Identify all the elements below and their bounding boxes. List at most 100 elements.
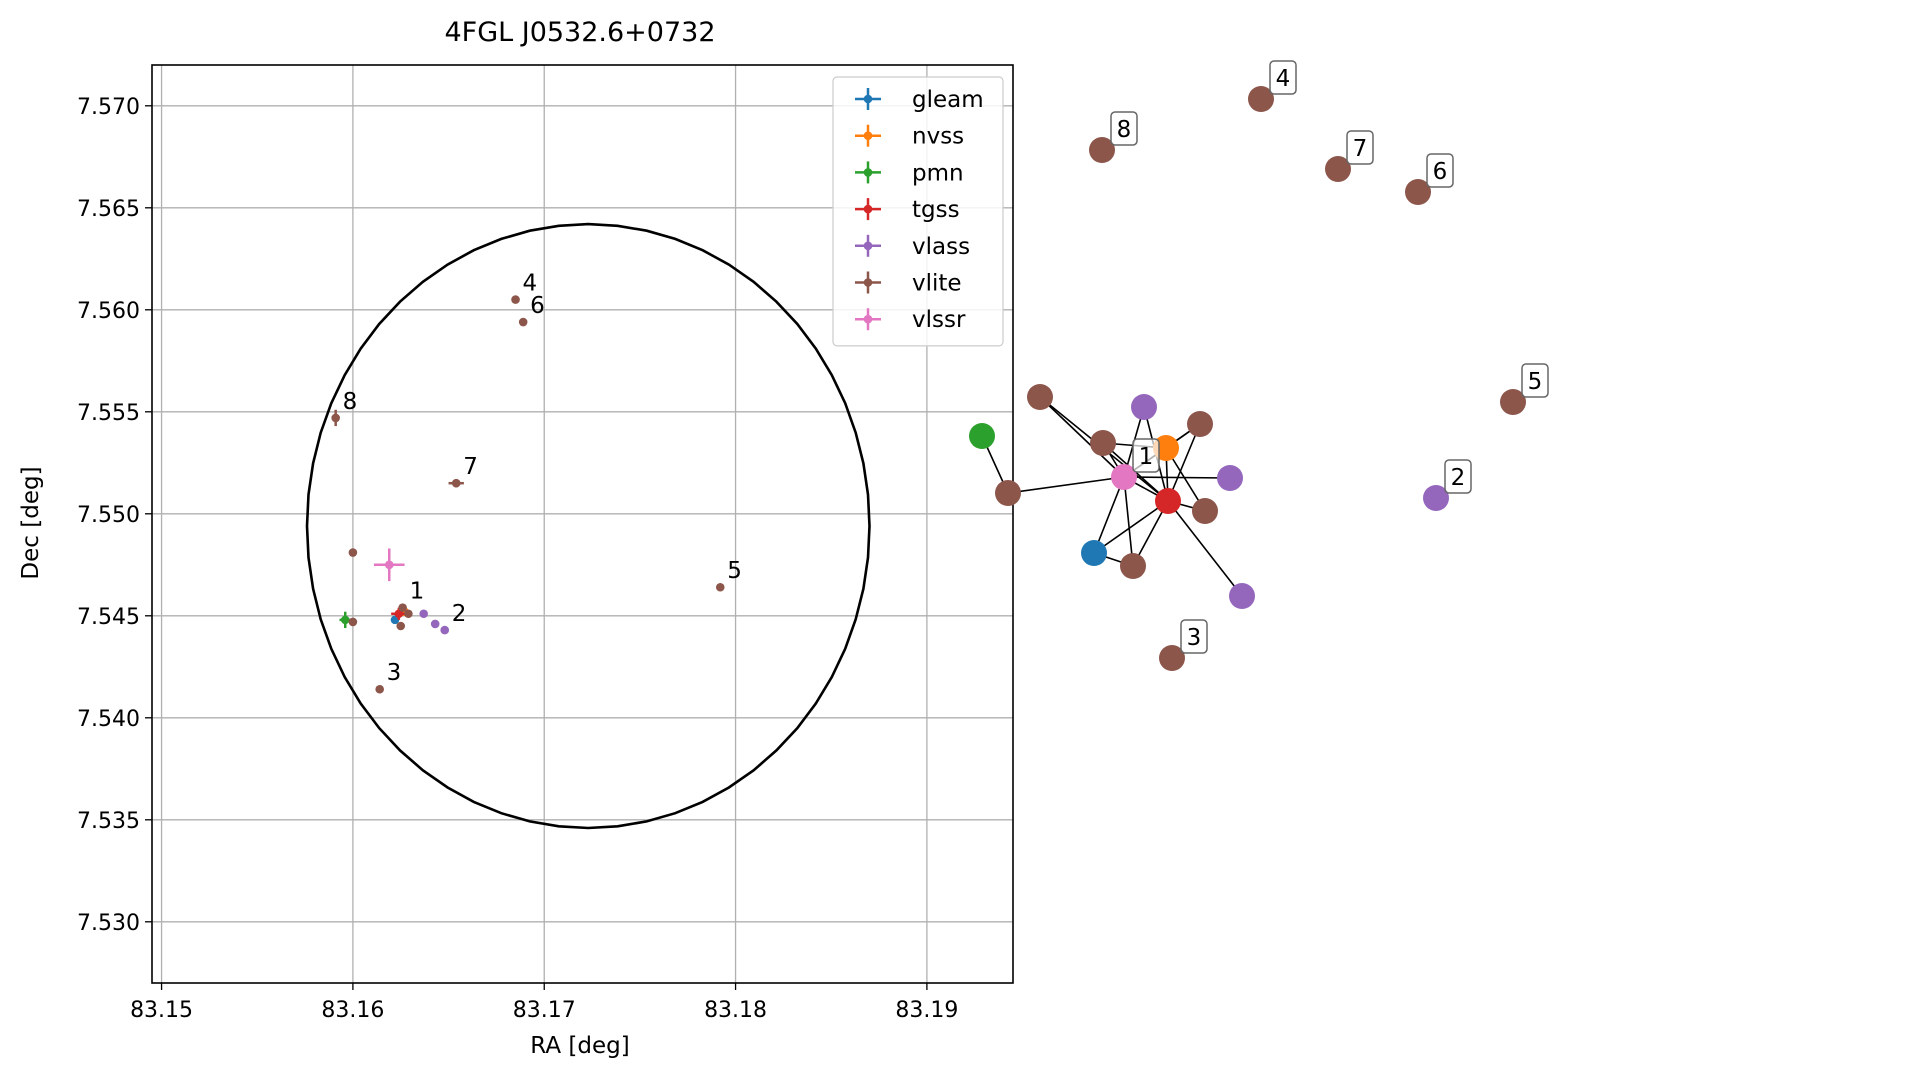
y-tick-label: 7.530: [77, 911, 140, 936]
y-tick-label: 7.545: [77, 605, 140, 630]
legend-marker: [863, 131, 873, 140]
vlite-point: [511, 295, 520, 304]
scatter-plot: 2 1 3 4 5 6 7 8 83.15 83.16 83.17 83.18 83.19 7.530 7…: [18, 17, 1014, 1059]
graph-node-vlass: [1229, 583, 1255, 609]
legend-marker: [863, 241, 873, 251]
vlssr-point: [384, 560, 394, 570]
x-tick-label: 83.19: [895, 998, 958, 1023]
legend-label-vlass: vlass: [912, 234, 970, 260]
graph-node-vlite: [1090, 430, 1116, 456]
node-label-box: [1110, 111, 1138, 146]
node-label: 6: [1433, 159, 1448, 185]
graph-node-vlass: [1131, 394, 1157, 420]
vlite-point: [404, 609, 413, 619]
legend-label-pmn: pmn: [912, 160, 964, 186]
y-tick-label: 7.570: [77, 95, 140, 120]
graph-edge: [1167, 423, 1201, 502]
graph-node-tgss: [1155, 488, 1181, 514]
legend-label-nvss: nvss: [912, 124, 964, 150]
vlass-point: [430, 619, 440, 629]
graph-node-vlite: [1089, 137, 1115, 163]
vlite-point: [715, 582, 725, 592]
vlite-point: [451, 478, 461, 488]
vlite-point: [518, 317, 528, 327]
node-label-box: [1444, 459, 1472, 494]
node-label-box: [1521, 363, 1549, 398]
point-label: 7: [463, 454, 478, 480]
graph-edge: [1007, 476, 1125, 494]
node-label-box: [1269, 60, 1297, 95]
graph-node-vlass: [1217, 465, 1243, 491]
legend-label-vlite: vlite: [912, 271, 962, 297]
axis-ticks: 83.15 83.16 83.17 83.18 83.19 7.530 7.535 7.540…: [77, 95, 958, 1023]
y-tick-label: 7.550: [77, 503, 140, 528]
legend: gleam nvss pmn tgss vlass vlite vlssr: [832, 76, 1004, 347]
vlite-point: [375, 684, 384, 694]
legend-marker: [863, 94, 873, 104]
vlite-point: [348, 617, 358, 627]
y-tick-label: 7.560: [77, 299, 140, 324]
network-graph: 1 2 3 4 5 6 7 8: [969, 60, 1549, 671]
graph-node-labels: 1 2 3 4 5 6 7 8: [1110, 60, 1549, 654]
point-label: 3: [387, 660, 402, 686]
vlass-point: [419, 609, 428, 619]
data-points: [331, 295, 725, 694]
axes-frame: [151, 64, 1014, 984]
graph-edge: [1039, 396, 1125, 478]
node-label: 1: [1139, 444, 1154, 470]
y-tick-label: 7.555: [77, 401, 140, 426]
graph-node-pmn: [969, 423, 995, 449]
legend-label-vlssr: vlssr: [912, 307, 966, 333]
graph-node-vlite: [1325, 156, 1351, 182]
x-tick-label: 83.16: [321, 998, 384, 1023]
chart-title: 4FGL J0532.6+0732: [444, 17, 715, 48]
x-tick-label: 83.17: [513, 998, 576, 1023]
point-label: 2: [452, 601, 467, 627]
node-label: 5: [1528, 369, 1543, 395]
graph-edge: [1123, 476, 1134, 567]
graph-node-vlass: [1423, 485, 1449, 511]
graph-node-vlite: [1027, 384, 1053, 410]
point-label: 1: [410, 579, 425, 605]
vlite-point: [398, 603, 407, 612]
graph-edge: [1093, 476, 1125, 554]
graph-node-vlite: [1159, 645, 1185, 671]
point-label: 6: [530, 293, 545, 319]
node-label: 3: [1187, 625, 1202, 651]
graph-edge: [1167, 500, 1243, 597]
vlite-point: [348, 548, 358, 557]
vlite-point: [331, 413, 340, 423]
pmn-point: [340, 615, 350, 625]
vlite-point: [396, 621, 406, 631]
point-label: 8: [343, 389, 358, 415]
graph-node-vlite: [995, 480, 1021, 506]
node-label: 8: [1117, 117, 1132, 143]
y-axis-label: Dec [deg]: [18, 466, 44, 579]
node-label-box: [1426, 153, 1454, 188]
legend-box: [832, 76, 1004, 347]
node-label-box: [1180, 619, 1208, 654]
graph-node-gleam: [1081, 540, 1107, 566]
node-label: 4: [1276, 66, 1291, 92]
y-tick-label: 7.535: [77, 809, 140, 834]
node-label: 2: [1451, 465, 1466, 491]
x-tick-label: 83.15: [130, 998, 193, 1023]
x-axis-label: RA [deg]: [530, 1033, 629, 1059]
node-label-box: [1132, 438, 1160, 473]
node-label: 7: [1353, 136, 1368, 162]
graph-node-vlite: [1248, 86, 1274, 112]
legend-marker: [863, 314, 873, 324]
legend-marker: [863, 168, 873, 177]
point-label: 4: [523, 271, 538, 297]
graph-node-vlite: [1405, 179, 1431, 205]
y-tick-label: 7.565: [77, 197, 140, 222]
tgss-point: [394, 609, 404, 619]
graph-node-vlite: [1120, 553, 1146, 579]
legend-label-gleam: gleam: [912, 87, 984, 113]
search-radius-circle: [305, 222, 871, 830]
x-tick-label: 83.18: [704, 998, 767, 1023]
vlass-point: [440, 625, 450, 635]
gleam-point: [390, 615, 400, 625]
